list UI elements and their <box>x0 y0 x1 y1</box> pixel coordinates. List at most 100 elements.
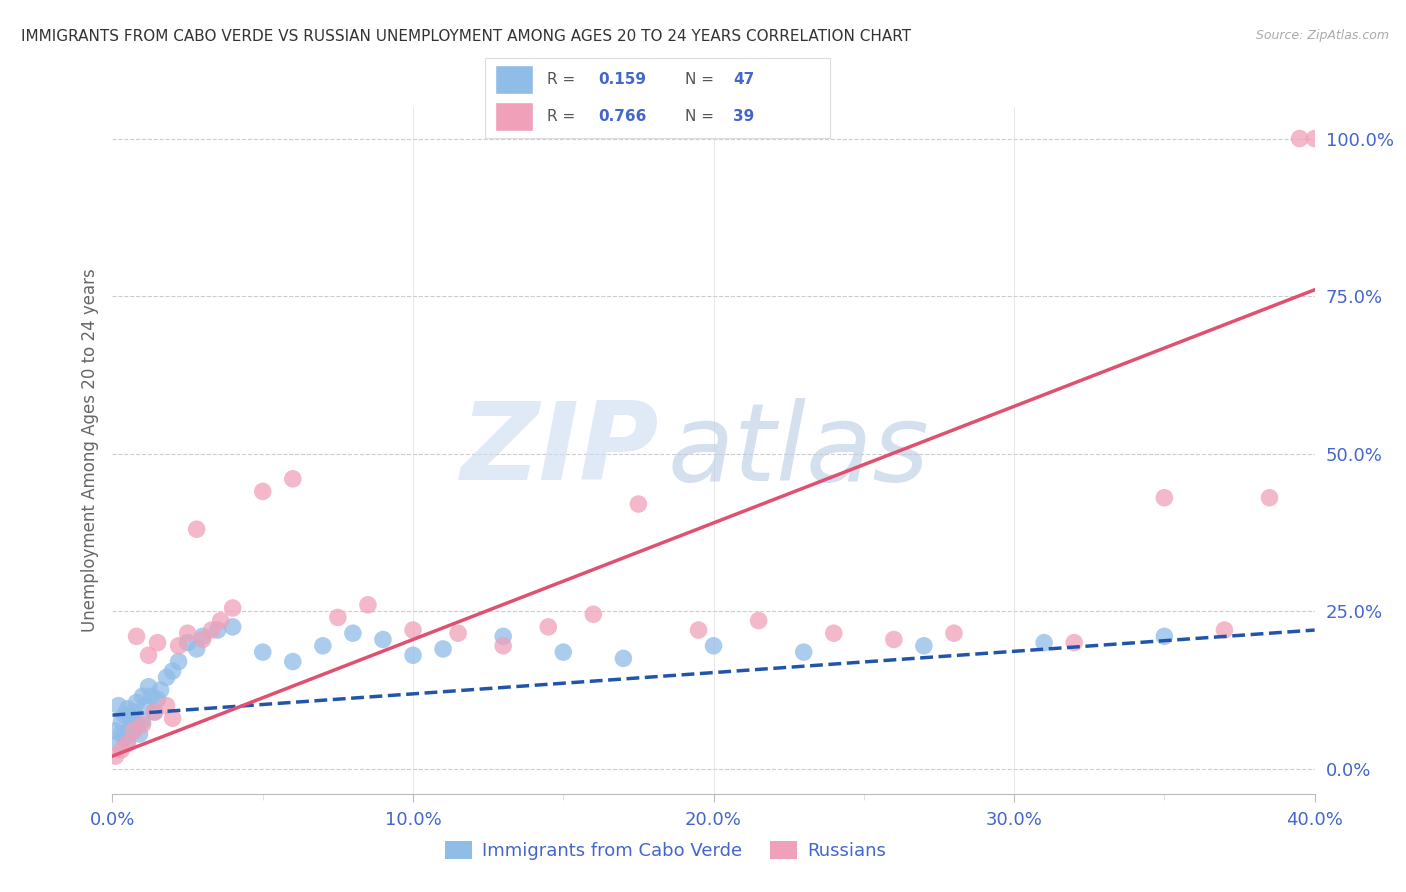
Point <box>125 717 148 731</box>
Point <box>252 645 274 659</box>
Point <box>143 705 166 719</box>
Point <box>942 626 965 640</box>
Point <box>793 645 815 659</box>
Point <box>122 705 145 719</box>
Point <box>143 705 166 719</box>
Text: R =: R = <box>547 72 581 87</box>
Point <box>107 698 129 713</box>
Point <box>138 680 160 694</box>
Point <box>281 472 304 486</box>
Text: IMMIGRANTS FROM CABO VERDE VS RUSSIAN UNEMPLOYMENT AMONG AGES 20 TO 24 YEARS COR: IMMIGRANTS FROM CABO VERDE VS RUSSIAN UN… <box>21 29 911 44</box>
Point <box>1033 635 1056 649</box>
Point <box>688 623 710 637</box>
Point <box>131 714 153 729</box>
Point <box>912 639 935 653</box>
Point <box>402 623 425 637</box>
Point <box>114 730 136 744</box>
Point <box>149 682 172 697</box>
Point <box>209 614 232 628</box>
Point <box>146 692 169 706</box>
Bar <box>495 65 533 95</box>
Point <box>128 727 150 741</box>
Point <box>371 632 394 647</box>
Point <box>155 670 177 684</box>
Point <box>131 717 153 731</box>
Point <box>326 610 349 624</box>
Point <box>167 655 190 669</box>
Point <box>222 601 245 615</box>
Point <box>125 696 148 710</box>
Point <box>146 635 169 649</box>
Point <box>402 648 425 663</box>
Point <box>114 708 136 723</box>
Point <box>432 642 454 657</box>
Point <box>883 632 905 647</box>
Point <box>162 664 184 678</box>
Point <box>447 626 470 640</box>
Point <box>117 702 139 716</box>
Point <box>110 727 132 741</box>
Text: Source: ZipAtlas.com: Source: ZipAtlas.com <box>1256 29 1389 42</box>
Point <box>135 698 157 713</box>
Point <box>492 629 515 643</box>
Point <box>1288 131 1310 145</box>
Point <box>107 736 129 750</box>
Point <box>120 711 142 725</box>
Point <box>1153 491 1175 505</box>
Point <box>823 626 845 640</box>
Text: R =: R = <box>547 109 581 124</box>
Point <box>191 632 214 647</box>
Point <box>582 607 605 622</box>
Point <box>122 723 145 738</box>
Point <box>176 635 198 649</box>
Point <box>537 620 560 634</box>
Text: N =: N = <box>685 109 718 124</box>
Point <box>117 736 139 750</box>
Point <box>131 690 153 704</box>
Point <box>110 743 132 757</box>
Legend: Immigrants from Cabo Verde, Russians: Immigrants from Cabo Verde, Russians <box>437 833 894 867</box>
Point <box>104 749 127 764</box>
Point <box>207 623 229 637</box>
Point <box>125 629 148 643</box>
Text: 0.766: 0.766 <box>599 109 647 124</box>
Point <box>1213 623 1236 637</box>
Point <box>162 711 184 725</box>
Point <box>1153 629 1175 643</box>
Point <box>167 639 190 653</box>
Point <box>120 721 142 735</box>
Y-axis label: Unemployment Among Ages 20 to 24 years: Unemployment Among Ages 20 to 24 years <box>80 268 98 632</box>
Point <box>492 639 515 653</box>
Text: atlas: atlas <box>668 398 929 503</box>
Point <box>1258 491 1281 505</box>
Point <box>138 648 160 663</box>
Point <box>117 733 139 747</box>
Text: ZIP: ZIP <box>461 398 659 503</box>
Point <box>141 690 163 704</box>
Point <box>104 723 127 738</box>
Point <box>342 626 364 640</box>
Point <box>186 522 208 536</box>
Point <box>281 655 304 669</box>
Point <box>1303 131 1326 145</box>
Point <box>110 714 132 729</box>
Point <box>155 698 177 713</box>
Point <box>748 614 770 628</box>
Point <box>252 484 274 499</box>
Point <box>612 651 634 665</box>
Text: N =: N = <box>685 72 718 87</box>
Text: 39: 39 <box>733 109 755 124</box>
Point <box>553 645 575 659</box>
Point <box>702 639 725 653</box>
Text: 47: 47 <box>733 72 755 87</box>
Point <box>201 623 224 637</box>
Point <box>357 598 380 612</box>
Point <box>176 626 198 640</box>
Text: 0.159: 0.159 <box>599 72 647 87</box>
Point <box>186 642 208 657</box>
Point <box>312 639 335 653</box>
Point <box>627 497 650 511</box>
Point <box>122 723 145 738</box>
Point <box>222 620 245 634</box>
Bar <box>495 103 533 131</box>
